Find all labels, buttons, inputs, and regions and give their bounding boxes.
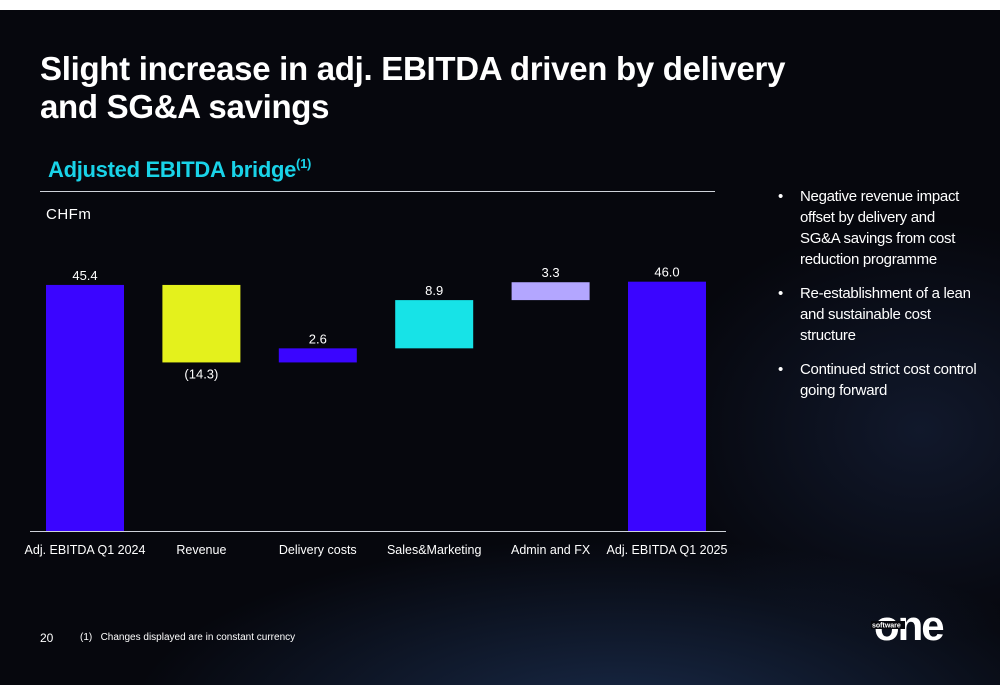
unit-label: CHFm — [46, 206, 92, 223]
x-tick-label: Adj. EBITDA Q1 2024 — [25, 543, 146, 557]
x-tick-label: Admin and FX — [511, 543, 591, 557]
logo-small-text: software — [872, 623, 901, 630]
x-tick-label: Revenue — [176, 543, 226, 557]
bullet-dot: • — [778, 188, 783, 205]
bullet-text: Re-establishment of a lean and sustainab… — [800, 285, 971, 344]
subtitle-divider — [40, 191, 715, 192]
waterfall-bar — [278, 348, 357, 363]
chart-subtitle-text: Adjusted EBITDA bridge — [48, 157, 297, 182]
softwareone-logo: one software — [871, 603, 945, 648]
waterfall-bar — [511, 282, 590, 301]
bullet-item: • Re-establishment of a lean and sustaina… — [778, 283, 978, 346]
data-label: 46.0 — [654, 265, 679, 280]
footnote-text: Changes displayed are in constant curren… — [100, 632, 296, 643]
page-number: 20 — [40, 631, 54, 645]
waterfall-bar — [395, 300, 474, 349]
data-label: 2.6 — [309, 331, 327, 346]
bullet-text: Negative revenue impact offset by delive… — [800, 188, 960, 268]
x-tick-label: Delivery costs — [279, 543, 357, 557]
logo-knockout-band — [871, 621, 905, 629]
x-tick-label: Sales&Marketing — [387, 543, 482, 557]
bullet-item: • Negative revenue impact offset by deliv… — [778, 186, 978, 270]
data-label: (14.3) — [184, 366, 218, 381]
key-points-list: • Negative revenue impact offset by deliv… — [778, 186, 978, 414]
footnote-reference: (1) — [296, 156, 312, 171]
bullet-text: Continued strict cost control going forw… — [800, 361, 977, 399]
x-tick-label: Adj. EBITDA Q1 2025 — [607, 543, 728, 557]
data-label: 3.3 — [542, 265, 560, 280]
bullet-dot: • — [778, 285, 783, 302]
waterfall-bar — [628, 281, 706, 531]
top-white-bar — [0, 0, 1000, 10]
slide-title: Slight increase in adj. EBITDA driven by… — [40, 50, 786, 125]
chart-subtitle: Adjusted EBITDA bridge(1) — [48, 156, 311, 183]
footnote: (1) Changes displayed are in constant cu… — [80, 632, 295, 643]
footnote-marker: (1) — [80, 632, 93, 643]
bullet-item: • Continued strict cost control going for… — [778, 359, 978, 401]
data-label: 8.9 — [425, 283, 443, 298]
data-label: 45.4 — [72, 268, 97, 283]
waterfall-bar — [162, 284, 241, 363]
bullet-dot: • — [778, 361, 783, 378]
waterfall-bar — [46, 284, 124, 531]
